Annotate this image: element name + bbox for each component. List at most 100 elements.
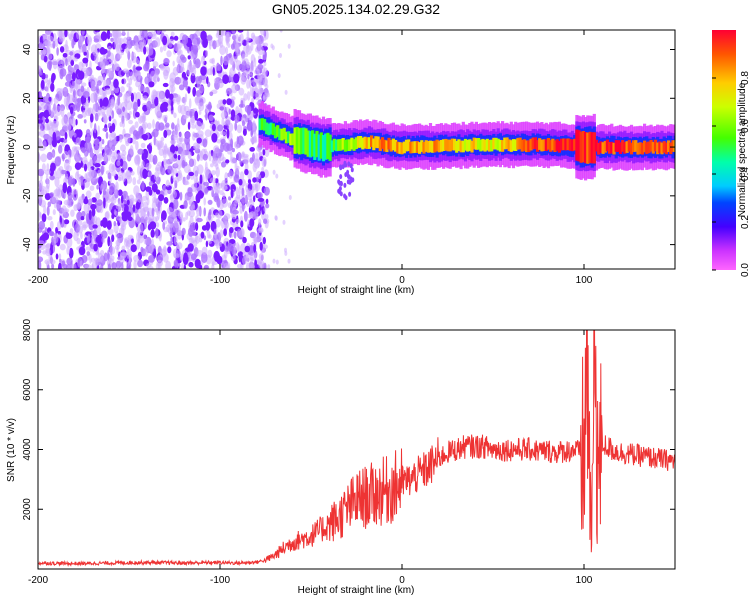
- spectrogram-cell: [590, 132, 594, 164]
- spectrogram-cell: [60, 107, 65, 118]
- spectrogram-cell: [244, 245, 251, 253]
- spectrogram-cell: [102, 189, 107, 196]
- spectrogram-cell: [78, 129, 82, 139]
- chart-title: GN05.2025.134.02.29.G32: [272, 1, 440, 17]
- spectrogram-cell: [597, 142, 601, 155]
- spectrogram-cell: [225, 115, 231, 124]
- spectrogram-cell: [247, 73, 250, 80]
- spectrogram-cell: [122, 121, 125, 128]
- spectrogram-cell: [58, 253, 62, 260]
- spectrogram-cell: [205, 221, 211, 231]
- spectrogram-cell: [167, 246, 172, 254]
- spectrogram-cell: [182, 79, 188, 88]
- spectrogram-cell: [241, 152, 245, 158]
- spectrogram-cell: [188, 158, 195, 167]
- spectrogram-cell: [191, 131, 196, 141]
- spectrogram-cell: [199, 156, 204, 161]
- spectrogram-cell: [219, 229, 224, 238]
- spectrogram-cell: [621, 140, 625, 152]
- spectrogram-cell: [263, 61, 267, 67]
- spectrogram-frame: [37, 29, 676, 270]
- spectrogram-cell: [660, 142, 664, 155]
- spectrogram-cell: [171, 122, 175, 130]
- spectrogram-cell: [92, 215, 98, 223]
- spectrogram-cell: [212, 157, 219, 167]
- spectrogram-cell: [152, 61, 159, 68]
- spectrogram-cell: [151, 131, 156, 137]
- spectrogram-cell: [169, 93, 174, 100]
- spectrogram-cell: [63, 219, 70, 225]
- spectrogram-cell: [123, 93, 128, 104]
- spectrogram-cell: [124, 134, 131, 145]
- spectrogram-cell: [374, 136, 378, 148]
- spectrogram-cell: [306, 130, 310, 157]
- spectrogram-cell: [173, 99, 176, 104]
- spectrogram-cell: [339, 164, 343, 170]
- spectrogram-cell: [58, 37, 64, 43]
- spectrogram-cell: [514, 139, 518, 151]
- spectrogram-cell: [101, 138, 105, 145]
- spectrogram-cell: [49, 192, 54, 198]
- spectrogram-cell: [132, 72, 137, 82]
- spectrogram-cell: [179, 54, 185, 61]
- spectrogram-cell: [39, 112, 46, 118]
- spectrogram-cell: [263, 42, 269, 47]
- spectrogram-cell: [186, 141, 191, 152]
- spectrogram-cell: [199, 150, 204, 158]
- spectrogram-cell: [52, 209, 56, 216]
- spectrogram-cell: [346, 169, 350, 175]
- spectrogram-cell: [241, 53, 246, 63]
- spectrogram-cell: [46, 205, 50, 216]
- spectrogram-cell: [173, 198, 179, 210]
- spectrogram-cell: [343, 139, 347, 152]
- spectrogram-cell: [254, 92, 259, 98]
- spectrogram-cell: [80, 157, 83, 162]
- spectrogram-cell: [226, 31, 230, 37]
- spectrogram-cell: [117, 189, 123, 196]
- spectrogram-cell: [119, 121, 123, 128]
- spectrogram-cell: [237, 30, 244, 33]
- spectrogram-cell: [344, 195, 348, 201]
- spectrogram-cell: [113, 86, 120, 94]
- spectrogram-cell: [70, 85, 76, 92]
- spectrogram-cell: [254, 85, 258, 93]
- spectrogram-cell: [207, 199, 213, 205]
- spectrogram-cell: [184, 93, 188, 103]
- spectrogram-cell: [215, 39, 220, 48]
- spectrogram-cell: [271, 123, 275, 136]
- spectrogram-cell: [135, 66, 143, 71]
- spectrogram-cell: [158, 194, 165, 202]
- spectrogram-cell: [93, 144, 100, 155]
- spectrogram-cell: [38, 119, 43, 124]
- spectrogram-cell: [267, 264, 271, 269]
- spectrogram-cell: [57, 233, 61, 239]
- spectrogram-cell: [154, 96, 159, 107]
- spectrogram-cell: [137, 195, 142, 203]
- spectrogram-cell: [608, 142, 612, 154]
- spectrogram-cell: [173, 35, 179, 41]
- spectrogram-cell: [163, 159, 170, 169]
- spectrogram-cell: [127, 234, 134, 240]
- spectrogram-cell: [219, 45, 226, 56]
- spectrogram-cell: [147, 122, 152, 130]
- spectrogram-cell: [68, 66, 75, 71]
- spectrogram-cell: [103, 252, 108, 262]
- spectrogram-cell: [198, 264, 203, 269]
- spectrogram-cell: [238, 253, 242, 263]
- spectrogram-cell: [153, 191, 157, 203]
- spectrogram-cell: [65, 96, 70, 106]
- spectrogram-cell: [107, 172, 112, 180]
- spectrogram-cell: [147, 170, 153, 177]
- spectrogram-cell: [80, 216, 85, 221]
- spectrogram-cell: [47, 136, 52, 146]
- spectrogram-cell: [120, 194, 124, 204]
- spectrogram-xlabel: Height of straight line (km): [298, 285, 415, 296]
- spectrogram-cell: [81, 147, 86, 154]
- spectrogram-cell: [135, 44, 142, 53]
- spectrogram-cell: [204, 166, 210, 177]
- spectrogram-cell: [120, 51, 125, 56]
- spectrogram-cell: [494, 137, 498, 150]
- spectrogram-cell: [76, 102, 81, 113]
- spectrogram-cell: [181, 34, 189, 45]
- spectrogram-cell: [40, 153, 47, 163]
